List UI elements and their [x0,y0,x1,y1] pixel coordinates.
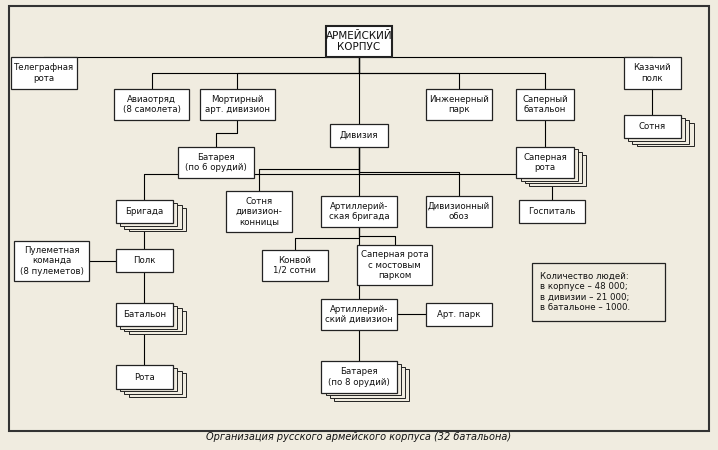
FancyBboxPatch shape [322,361,396,393]
FancyBboxPatch shape [426,196,492,227]
FancyBboxPatch shape [516,147,574,178]
FancyBboxPatch shape [129,311,186,334]
FancyBboxPatch shape [129,208,186,231]
FancyBboxPatch shape [116,249,173,272]
FancyBboxPatch shape [358,245,432,285]
Text: Количество людей:
в корпусе – 48 000;
в дивизии – 21 000;
в батальоне – 1000.: Количество людей: в корпусе – 48 000; в … [540,272,630,312]
FancyBboxPatch shape [624,115,681,138]
Text: Конвой
1/2 сотни: Конвой 1/2 сотни [273,256,316,275]
FancyBboxPatch shape [326,26,392,57]
FancyBboxPatch shape [116,200,173,223]
Text: Казачий
полк: Казачий полк [633,63,671,83]
FancyBboxPatch shape [426,303,492,326]
Text: Бригада: Бригада [126,207,164,216]
Text: Артиллерий-
ский дивизион: Артиллерий- ский дивизион [325,305,393,324]
FancyBboxPatch shape [178,147,253,178]
FancyBboxPatch shape [120,368,177,392]
FancyBboxPatch shape [533,263,665,321]
Text: Дивизионный
обоз: Дивизионный обоз [428,202,490,221]
FancyBboxPatch shape [529,155,587,186]
FancyBboxPatch shape [322,299,396,330]
Text: Авиаотряд
(8 самолета): Авиаотряд (8 самолета) [123,94,180,114]
Text: Дивизия: Дивизия [340,131,378,140]
FancyBboxPatch shape [124,205,182,229]
FancyBboxPatch shape [521,149,578,181]
FancyBboxPatch shape [262,250,327,281]
FancyBboxPatch shape [116,365,173,389]
Text: Саперная
рота: Саперная рота [523,153,567,172]
Text: Саперная рота
с мостовым
парком: Саперная рота с мостовым парком [361,250,429,280]
Text: Мортирный
арт. дивизион: Мортирный арт. дивизион [205,94,270,114]
Text: Сотня
дивизион-
конницы: Сотня дивизион- конницы [236,197,282,226]
FancyBboxPatch shape [519,200,585,223]
Text: Батарея
(по 6 орудий): Батарея (по 6 орудий) [185,153,247,172]
Text: Батарея
(по 8 орудий): Батарея (по 8 орудий) [328,367,390,387]
FancyBboxPatch shape [624,57,681,89]
FancyBboxPatch shape [124,308,182,332]
FancyBboxPatch shape [326,364,401,396]
FancyBboxPatch shape [129,374,186,397]
FancyBboxPatch shape [628,117,685,141]
FancyBboxPatch shape [335,369,409,401]
FancyBboxPatch shape [124,371,182,394]
FancyBboxPatch shape [426,89,492,120]
Text: Сотня: Сотня [639,122,666,131]
Text: Организация русского армейского корпуса (32 батальона): Организация русского армейского корпуса … [207,432,511,442]
FancyBboxPatch shape [330,367,405,398]
Text: Телеграфная
рота: Телеграфная рота [14,63,75,83]
FancyBboxPatch shape [226,191,292,232]
FancyBboxPatch shape [516,89,574,120]
FancyBboxPatch shape [200,89,275,120]
FancyBboxPatch shape [11,57,78,89]
FancyBboxPatch shape [120,202,177,226]
FancyBboxPatch shape [636,123,694,146]
Text: Рота: Рота [134,373,155,382]
Text: Полк: Полк [133,256,156,266]
Text: Инженерный
парк: Инженерный парк [429,94,489,114]
FancyBboxPatch shape [330,124,388,147]
FancyBboxPatch shape [633,120,689,144]
FancyBboxPatch shape [116,303,173,326]
FancyBboxPatch shape [525,152,582,184]
FancyBboxPatch shape [14,241,89,281]
FancyBboxPatch shape [114,89,189,120]
Text: Артиллерий-
ская бригада: Артиллерий- ская бригада [329,202,389,221]
Text: Саперный
батальон: Саперный батальон [522,94,568,114]
Text: Пулеметная
команда
(8 пулеметов): Пулеметная команда (8 пулеметов) [19,246,83,276]
Text: Госпиталь: Госпиталь [528,207,576,216]
Text: Арт. парк: Арт. парк [437,310,481,319]
FancyBboxPatch shape [322,196,396,227]
FancyBboxPatch shape [120,306,177,329]
Text: АРМЕЙСКИЙ
КОРПУС: АРМЕЙСКИЙ КОРПУС [326,31,392,53]
Text: Батальон: Батальон [123,310,166,319]
